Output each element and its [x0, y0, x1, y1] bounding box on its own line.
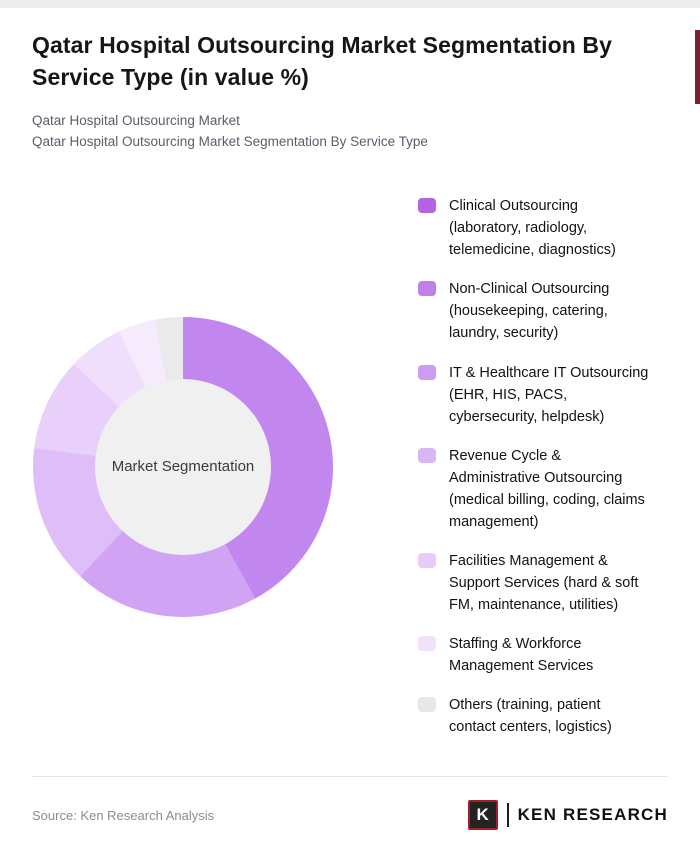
- page-title: Qatar Hospital Outsourcing Market Segmen…: [32, 32, 613, 90]
- subtitle-block: Qatar Hospital Outsourcing Market Qatar …: [32, 111, 668, 153]
- footer: Source: Ken Research Analysis K KEN RESE…: [32, 800, 668, 830]
- footer-divider: [32, 776, 668, 777]
- chart-area: Market Segmentation Clinical Outsourcing…: [32, 195, 668, 738]
- legend-label: Facilities Management & Support Services…: [449, 552, 639, 613]
- legend-label: Others (training, patient contact center…: [449, 696, 612, 735]
- legend-swatch: [418, 198, 436, 214]
- legend-item: Facilities Management & Support Services…: [418, 550, 650, 616]
- legend-swatch: [418, 447, 436, 463]
- subtitle-market: Qatar Hospital Outsourcing Market: [32, 113, 240, 129]
- legend-item: Others (training, patient contact center…: [418, 694, 650, 738]
- ken-research-logo: K KEN RESEARCH: [467, 800, 668, 830]
- legend-label: Staffing & Workforce Management Services: [449, 635, 594, 674]
- legend-label: Non-Clinical Outsourcing (housekeeping, …: [449, 281, 610, 342]
- legend-item: Revenue Cycle & Administrative Outsourci…: [418, 445, 650, 533]
- donut-hole: Market Segmentation: [95, 378, 271, 555]
- brand-k-letter: K: [476, 805, 489, 824]
- legend-swatch: [418, 281, 436, 297]
- legend-label: IT & Healthcare IT Outsourcing (EHR, HIS…: [449, 364, 649, 425]
- legend-label: Revenue Cycle & Administrative Outsourci…: [449, 447, 645, 530]
- legend-item: Staffing & Workforce Management Services: [418, 633, 650, 677]
- brand-k-icon: K: [467, 800, 498, 830]
- legend-swatch: [418, 364, 436, 380]
- legend-item: IT & Healthcare IT Outsourcing (EHR, HIS…: [418, 362, 650, 428]
- legend-swatch: [418, 552, 436, 568]
- legend-swatch: [418, 635, 436, 651]
- legend-item: Non-Clinical Outsourcing (housekeeping, …: [418, 278, 650, 344]
- subtitle-segmentation: Qatar Hospital Outsourcing Market Segmen…: [32, 134, 428, 150]
- brand-divider: [506, 803, 509, 827]
- legend-swatch: [418, 696, 436, 712]
- legend-label: Clinical Outsourcing (laboratory, radiol…: [449, 198, 616, 259]
- legend-item: Clinical Outsourcing (laboratory, radiol…: [418, 195, 650, 261]
- brand-name: KEN RESEARCH: [517, 805, 668, 824]
- top-strip: [0, 0, 700, 8]
- donut-wrap: Market Segmentation: [32, 316, 418, 617]
- donut-center-label: Market Segmentation: [111, 458, 255, 476]
- report-card: Qatar Hospital Outsourcing Market Segmen…: [32, 32, 668, 738]
- source-note: Source: Ken Research Analysis: [32, 807, 215, 823]
- donut-chart: Market Segmentation: [33, 316, 333, 617]
- accent-bar: [695, 30, 700, 104]
- chart-legend: Clinical Outsourcing (laboratory, radiol…: [418, 195, 668, 738]
